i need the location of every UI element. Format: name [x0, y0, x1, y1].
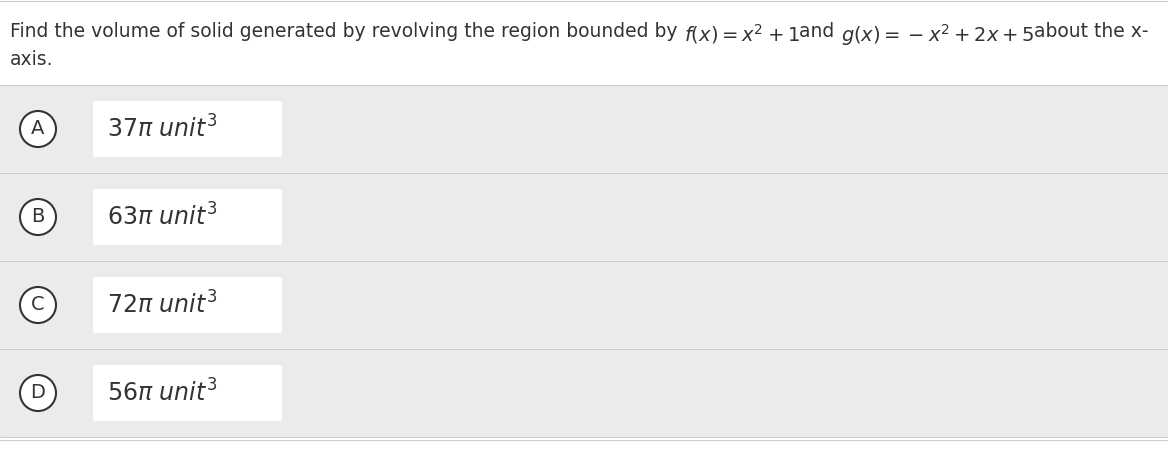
Bar — [0, 85, 1168, 173]
Text: Find the volume of solid generated by revolving the region bounded by: Find the volume of solid generated by re… — [11, 22, 683, 41]
Text: $g(x) = -x^2 + 2x + 5$: $g(x) = -x^2 + 2x + 5$ — [841, 22, 1034, 48]
FancyBboxPatch shape — [93, 277, 281, 333]
Bar — [0, 261, 1168, 349]
Text: axis.: axis. — [11, 50, 54, 69]
Bar — [0, 349, 1168, 437]
Text: about the x-: about the x- — [1034, 22, 1148, 41]
FancyBboxPatch shape — [93, 365, 281, 421]
Text: $37\pi\ \mathit{unit}^3$: $37\pi\ \mathit{unit}^3$ — [107, 116, 217, 143]
Text: A: A — [32, 120, 44, 139]
Text: $56\pi\ \mathit{unit}^3$: $56\pi\ \mathit{unit}^3$ — [107, 379, 217, 407]
Text: C: C — [32, 296, 44, 315]
Text: D: D — [30, 383, 46, 402]
Bar — [0, 173, 1168, 261]
Circle shape — [20, 287, 56, 323]
FancyBboxPatch shape — [93, 189, 281, 245]
Text: $63\pi\ \mathit{unit}^3$: $63\pi\ \mathit{unit}^3$ — [107, 203, 217, 231]
Text: B: B — [32, 207, 44, 226]
Circle shape — [20, 199, 56, 235]
Circle shape — [20, 111, 56, 147]
Text: $f(x) = x^2 + 1$: $f(x) = x^2 + 1$ — [683, 22, 799, 46]
Text: and: and — [799, 22, 841, 41]
Text: $72\pi\ \mathit{unit}^3$: $72\pi\ \mathit{unit}^3$ — [107, 292, 217, 319]
Circle shape — [20, 375, 56, 411]
FancyBboxPatch shape — [93, 101, 281, 157]
